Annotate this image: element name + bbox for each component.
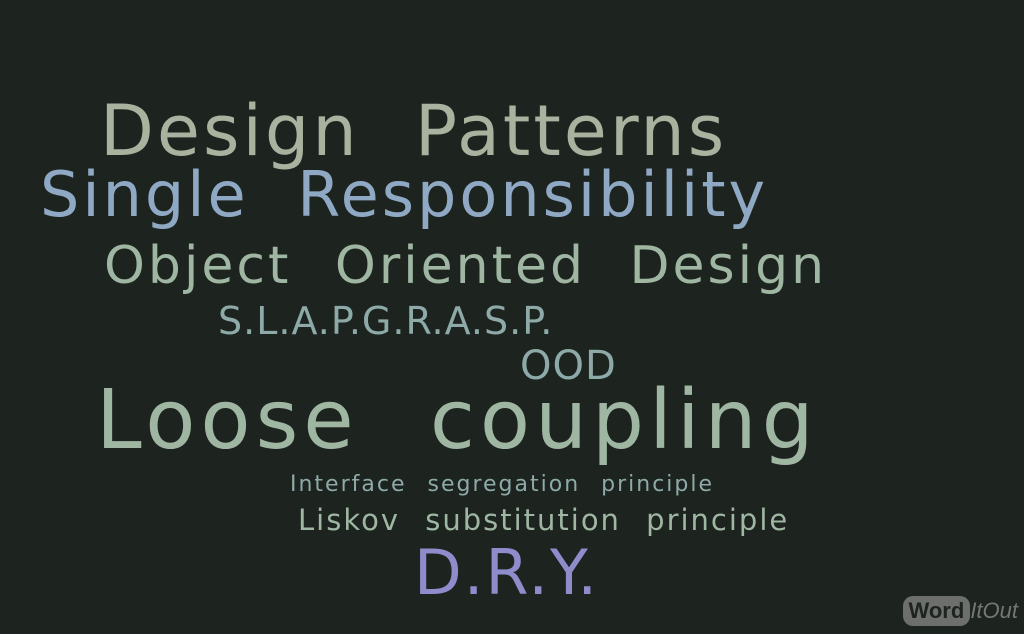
wordle-logo[interactable]: Word ItOut [902,596,1018,626]
word-loose-coupling: Loose coupling [96,373,819,468]
logo-word: Word [902,596,971,626]
word-single-responsibility: Single Responsibility [40,158,769,231]
word-interface-segregation: Interface segregation principle [290,472,715,497]
word-slap-grasp: S.L.A.P.G.R.A.S.P. [218,299,554,343]
word-dry: D.R.Y. [414,536,600,609]
word-liskov-substitution: Liskov substitution principle [298,503,790,537]
word-design-patterns: Design Patterns [100,90,728,172]
logo-rest: ItOut [970,598,1018,623]
word-object-oriented-design: Object Oriented Design [104,236,828,296]
word-ood: OOD [520,343,617,389]
